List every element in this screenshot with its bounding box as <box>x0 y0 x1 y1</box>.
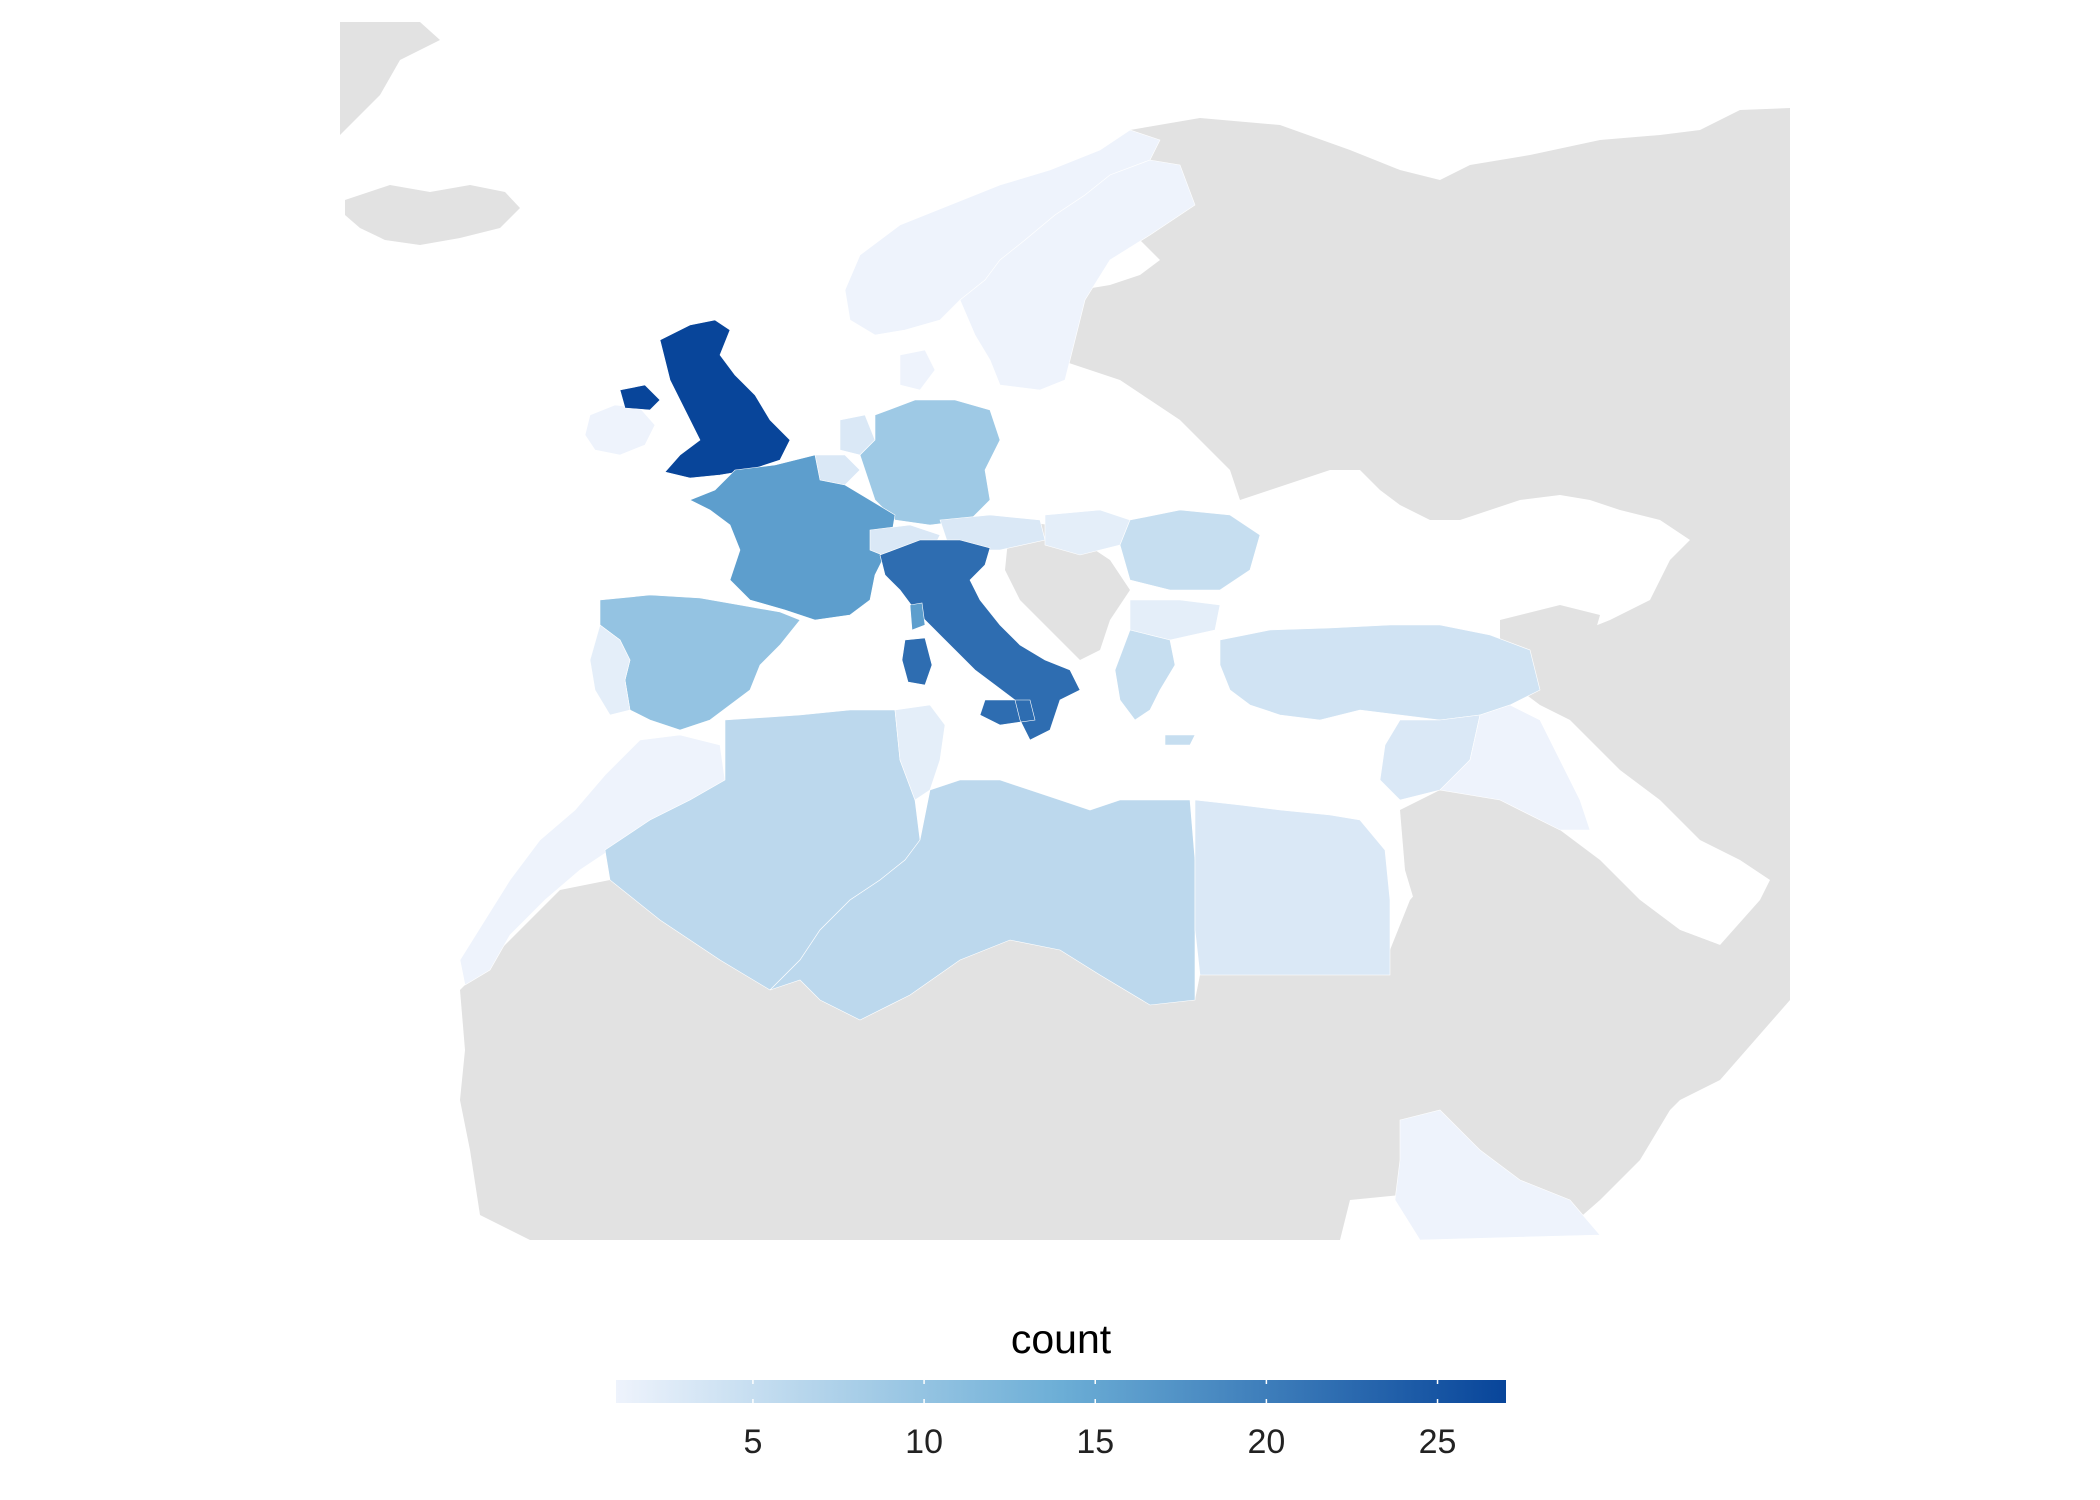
region-romania <box>1119 509 1261 591</box>
legend: count 5 10 15 20 25 <box>616 1316 1506 1461</box>
caucasus-land <box>1500 605 1600 660</box>
region-ireland <box>584 404 656 456</box>
region-tunisia <box>894 704 946 801</box>
iceland-land <box>345 185 520 245</box>
region-hungary <box>1044 509 1131 556</box>
legend-tick-label: 10 <box>905 1423 943 1461</box>
base-land-layer <box>340 22 1790 1240</box>
greenland-land <box>340 22 440 135</box>
legend-title: count <box>1011 1316 1112 1362</box>
region-iraq <box>1439 704 1591 831</box>
region-france <box>689 454 896 621</box>
region-sweden <box>959 159 1196 391</box>
region-greece <box>1114 629 1196 746</box>
legend-tick-marks <box>752 1380 1439 1403</box>
region-ethiopia <box>1394 1109 1601 1241</box>
region-germany <box>859 399 1001 526</box>
region-egypt <box>1194 799 1391 976</box>
region-portugal <box>589 624 631 716</box>
balkans-land <box>1005 520 1130 660</box>
legend-tick-label: 20 <box>1247 1423 1285 1461</box>
region-united-kingdom <box>619 319 791 479</box>
region-libya <box>769 779 1196 1021</box>
legend-tick-label: 5 <box>743 1423 762 1461</box>
legend-tick-labels: 5 10 15 20 25 <box>743 1423 1456 1461</box>
data-layer <box>459 129 1601 1241</box>
legend-colorbar <box>616 1380 1506 1403</box>
legend-tick-label: 25 <box>1419 1423 1457 1461</box>
arabia-land <box>1400 790 1790 1140</box>
region-corsica <box>909 602 926 631</box>
region-sardinia <box>901 637 933 686</box>
africa-land <box>460 880 1500 1240</box>
region-denmark <box>899 349 936 391</box>
region-turkey <box>1219 624 1541 721</box>
legend-tick-label: 15 <box>1076 1423 1114 1461</box>
